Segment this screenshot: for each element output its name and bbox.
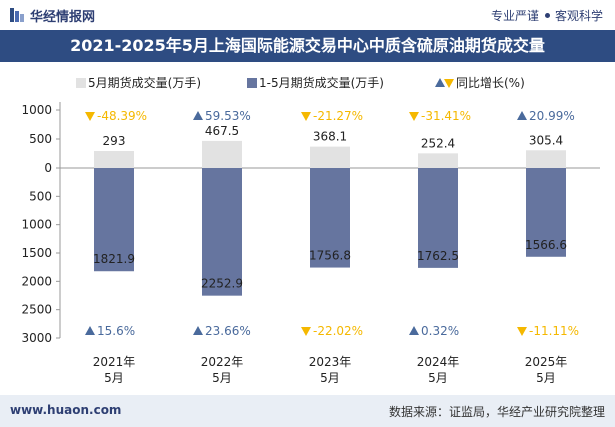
data-label-cumulative: 1762.5	[417, 249, 459, 263]
title-bar: 2021-2025年5月上海国际能源交易中心中质含硫原油期货成交量	[0, 30, 615, 62]
data-label-monthly: 368.1	[313, 130, 347, 144]
bar-monthly	[202, 140, 242, 168]
slogan: 专业严谨 客观科学	[491, 7, 603, 24]
slogan-left: 专业严谨	[490, 9, 539, 23]
growth-down-arrow-icon	[301, 112, 311, 121]
data-label-monthly: 293	[103, 134, 126, 148]
x-tick-label: 5月	[104, 371, 124, 385]
growth-down-arrow-icon	[409, 112, 419, 121]
y-tick-label: 500	[29, 132, 52, 146]
x-tick-label: 5月	[212, 371, 232, 385]
y-tick-label: 1500	[21, 246, 52, 260]
chart-title: 2021-2025年5月上海国际能源交易中心中质含硫原油期货成交量	[70, 36, 545, 55]
growth-monthly-label: 20.99%	[529, 109, 575, 123]
growth-monthly-label: 59.53%	[205, 109, 251, 123]
bar-monthly	[94, 151, 134, 168]
chart-area: 5月期货成交量(万手) 1-5月期货成交量(万手) 同比增长(%) 1000 500 0 5…	[21, 75, 600, 385]
data-label-cumulative: 1756.8	[309, 249, 351, 263]
data-label-cumulative: 2252.9	[201, 277, 243, 291]
footer-source: 数据来源：证监局，华经产业研究院整理	[388, 405, 605, 419]
growth-down-arrow-icon	[85, 112, 95, 121]
growth-monthly-label: -31.41%	[421, 109, 471, 123]
data-label-cumulative: 1566.6	[525, 238, 567, 252]
legend-swatch-cumulative	[247, 78, 257, 88]
growth-cumulative-label: -22.02%	[313, 324, 363, 338]
logo-icon	[10, 8, 24, 22]
x-tick-label: 5月	[428, 371, 448, 385]
bar-monthly	[526, 150, 566, 168]
growth-up-arrow-icon	[193, 326, 203, 335]
x-tick-label: 2023年	[309, 355, 352, 369]
footer-bar: www.huaon.com 数据来源：证监局，华经产业研究院整理	[0, 395, 615, 427]
bar-cumulative	[310, 168, 350, 268]
data-label-cumulative: 1821.9	[93, 252, 135, 266]
logo-text: 华经情报网	[30, 10, 96, 25]
y-tick-label: 1000	[21, 103, 52, 117]
data-label-monthly: 467.5	[205, 124, 239, 138]
top-bar: 华经情报网 专业严谨 客观科学	[0, 0, 615, 30]
growth-monthly-label: -48.39%	[97, 109, 147, 123]
growth-down-arrow-icon	[517, 327, 527, 336]
growth-cumulative-label: 15.6%	[97, 324, 135, 338]
y-tick-label: 2000	[21, 274, 52, 288]
x-tick-label: 2022年	[201, 355, 244, 369]
y-tick-label: 0	[44, 161, 52, 175]
slogan-right: 客观科学	[554, 9, 603, 23]
legend-swatch-monthly	[76, 78, 86, 88]
legend-label-growth: 同比增长(%)	[456, 76, 525, 90]
x-tick-label: 5月	[536, 371, 556, 385]
y-tick-label: 1000	[21, 218, 52, 232]
x-tick-label: 2024年	[417, 355, 460, 369]
growth-cumulative-label: -11.11%	[529, 324, 579, 338]
growth-up-arrow-icon	[409, 326, 419, 335]
growth-up-arrow-icon	[85, 326, 95, 335]
bar-cumulative	[94, 168, 134, 272]
growth-cumulative-label: 0.32%	[421, 324, 459, 338]
bar-cumulative	[526, 168, 566, 257]
data-label-monthly: 305.4	[529, 133, 563, 147]
slogan-dot-icon	[544, 13, 550, 18]
legend-up-arrow-icon	[435, 78, 445, 87]
growth-up-arrow-icon	[193, 111, 203, 120]
legend-down-arrow-icon	[444, 79, 454, 88]
bar-monthly	[418, 153, 458, 168]
x-tick-label: 2025年	[525, 355, 568, 369]
growth-up-arrow-icon	[517, 111, 527, 120]
y-tick-label: 3000	[21, 331, 52, 345]
data-label-monthly: 252.4	[421, 136, 455, 150]
bar-monthly	[310, 146, 350, 168]
x-tick-label: 5月	[320, 371, 340, 385]
y-tick-label: 2500	[21, 303, 52, 317]
y-tick-label: 500	[29, 189, 52, 203]
footer-site: www.huaon.com	[10, 403, 122, 417]
growth-cumulative-label: 23.66%	[205, 324, 251, 338]
legend-label-cumulative: 1-5月期货成交量(万手)	[259, 75, 384, 90]
legend-label-monthly: 5月期货成交量(万手)	[88, 75, 201, 90]
growth-down-arrow-icon	[301, 327, 311, 336]
growth-monthly-label: -21.27%	[313, 109, 363, 123]
bar-cumulative	[418, 168, 458, 268]
bar-cumulative	[202, 168, 242, 296]
x-tick-label: 2021年	[93, 355, 136, 369]
